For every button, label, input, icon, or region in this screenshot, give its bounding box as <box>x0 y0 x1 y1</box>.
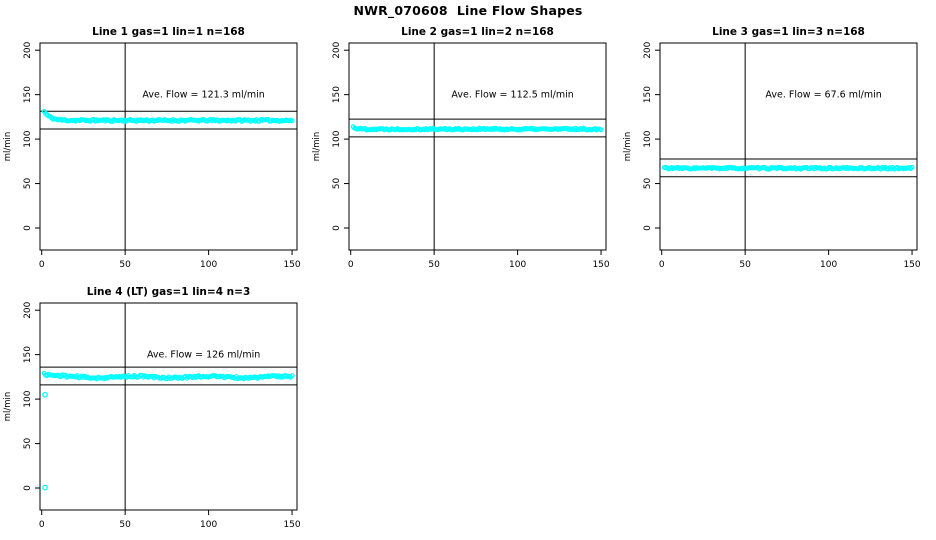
x-axis: 0 50 100 150 <box>39 250 301 270</box>
y-tick-label: 50 <box>332 178 342 190</box>
x-tick-label: 50 <box>739 260 751 270</box>
y-axis-label: ml/min <box>3 392 13 422</box>
panel-title: Line 1 gas=1 lin=1 n=168 <box>92 26 245 38</box>
data-points <box>661 164 915 172</box>
y-tick-label: 150 <box>332 86 342 103</box>
data-point <box>909 164 915 170</box>
y-tick-label: 100 <box>23 390 33 407</box>
y-tick-label: 0 <box>23 225 33 231</box>
ave-flow-annotation: Ave. Flow = 121.3 ml/min <box>142 89 264 100</box>
plot-box <box>659 42 918 251</box>
y-tick-label: 50 <box>643 178 653 190</box>
y-tick-label: 100 <box>23 130 33 147</box>
x-tick-label: 150 <box>283 520 300 530</box>
y-axis-label: ml/min <box>312 132 322 162</box>
y-tick-label: 200 <box>332 41 342 58</box>
data-point <box>289 373 295 379</box>
x-tick-label: 0 <box>39 260 45 270</box>
y-tick-label: 200 <box>23 41 33 58</box>
x-tick-label: 50 <box>119 260 131 270</box>
x-tick-label: 50 <box>119 520 131 530</box>
x-tick-label: 50 <box>428 260 440 270</box>
panel-3: 0 50 100 150 0 50 100 150 200 ml/min Line 3 gas=1 … <box>623 26 921 270</box>
x-axis: 0 50 100 150 <box>348 250 610 270</box>
y-tick-label: 0 <box>643 225 653 231</box>
x-tick-label: 150 <box>592 260 609 270</box>
panel-1: 0 50 100 150 0 50 100 150 200 ml/min Line 1 gas=1 … <box>3 26 301 270</box>
data-points <box>41 370 295 491</box>
x-axis: 0 50 100 150 <box>659 250 921 270</box>
x-axis: 0 50 100 150 <box>39 510 301 530</box>
y-axis-label: ml/min <box>3 132 13 162</box>
plot-box <box>39 42 298 251</box>
y-axis: 0 50 100 150 200 <box>23 301 40 491</box>
ave-flow-annotation: Ave. Flow = 67.6 ml/min <box>765 89 881 100</box>
panel-title: Line 2 gas=1 lin=2 n=168 <box>401 26 554 38</box>
ave-flow-annotation: Ave. Flow = 112.5 ml/min <box>451 89 573 100</box>
x-tick-label: 0 <box>39 520 45 530</box>
x-tick-label: 100 <box>820 260 837 270</box>
x-tick-label: 150 <box>903 260 920 270</box>
y-axis: 0 50 100 150 200 <box>332 41 349 231</box>
data-points <box>350 124 604 133</box>
outlier-point <box>42 391 48 398</box>
y-axis-label: ml/min <box>623 132 633 162</box>
x-tick-label: 100 <box>509 260 526 270</box>
data-point <box>598 127 604 133</box>
panel-title: Line 3 gas=1 lin=3 n=168 <box>712 26 865 38</box>
outlier-point <box>42 484 48 491</box>
y-tick-label: 100 <box>643 130 653 147</box>
ave-flow-annotation: Ave. Flow = 126 ml/min <box>147 349 260 360</box>
plot-box <box>39 302 298 511</box>
y-tick-label: 200 <box>643 41 653 58</box>
x-tick-label: 0 <box>659 260 665 270</box>
data-point <box>289 118 295 124</box>
y-axis: 0 50 100 150 200 <box>23 41 40 231</box>
y-tick-label: 0 <box>23 485 33 491</box>
panel-title: Line 4 (LT) gas=1 lin=4 n=3 <box>87 286 251 298</box>
y-tick-label: 50 <box>23 178 33 190</box>
figure-title: NWR_070608 Line Flow Shapes <box>353 3 583 18</box>
y-tick-label: 200 <box>23 301 33 318</box>
y-axis: 0 50 100 150 200 <box>643 41 660 231</box>
y-tick-label: 50 <box>23 438 33 450</box>
y-tick-label: 150 <box>23 346 33 363</box>
x-tick-label: 0 <box>348 260 354 270</box>
data-points <box>41 108 295 124</box>
y-tick-label: 150 <box>643 86 653 103</box>
x-tick-label: 150 <box>283 260 300 270</box>
plot-box <box>348 42 607 251</box>
panel-4: 0 50 100 150 0 50 100 150 200 ml/min Line 4 (LT) g… <box>3 286 301 530</box>
y-tick-label: 0 <box>332 225 342 231</box>
y-tick-label: 100 <box>332 130 342 147</box>
x-tick-label: 100 <box>200 520 217 530</box>
panel-2: 0 50 100 150 0 50 100 150 200 ml/min Line 2 gas=1 … <box>312 26 610 270</box>
y-tick-label: 150 <box>23 86 33 103</box>
x-tick-label: 100 <box>200 260 217 270</box>
